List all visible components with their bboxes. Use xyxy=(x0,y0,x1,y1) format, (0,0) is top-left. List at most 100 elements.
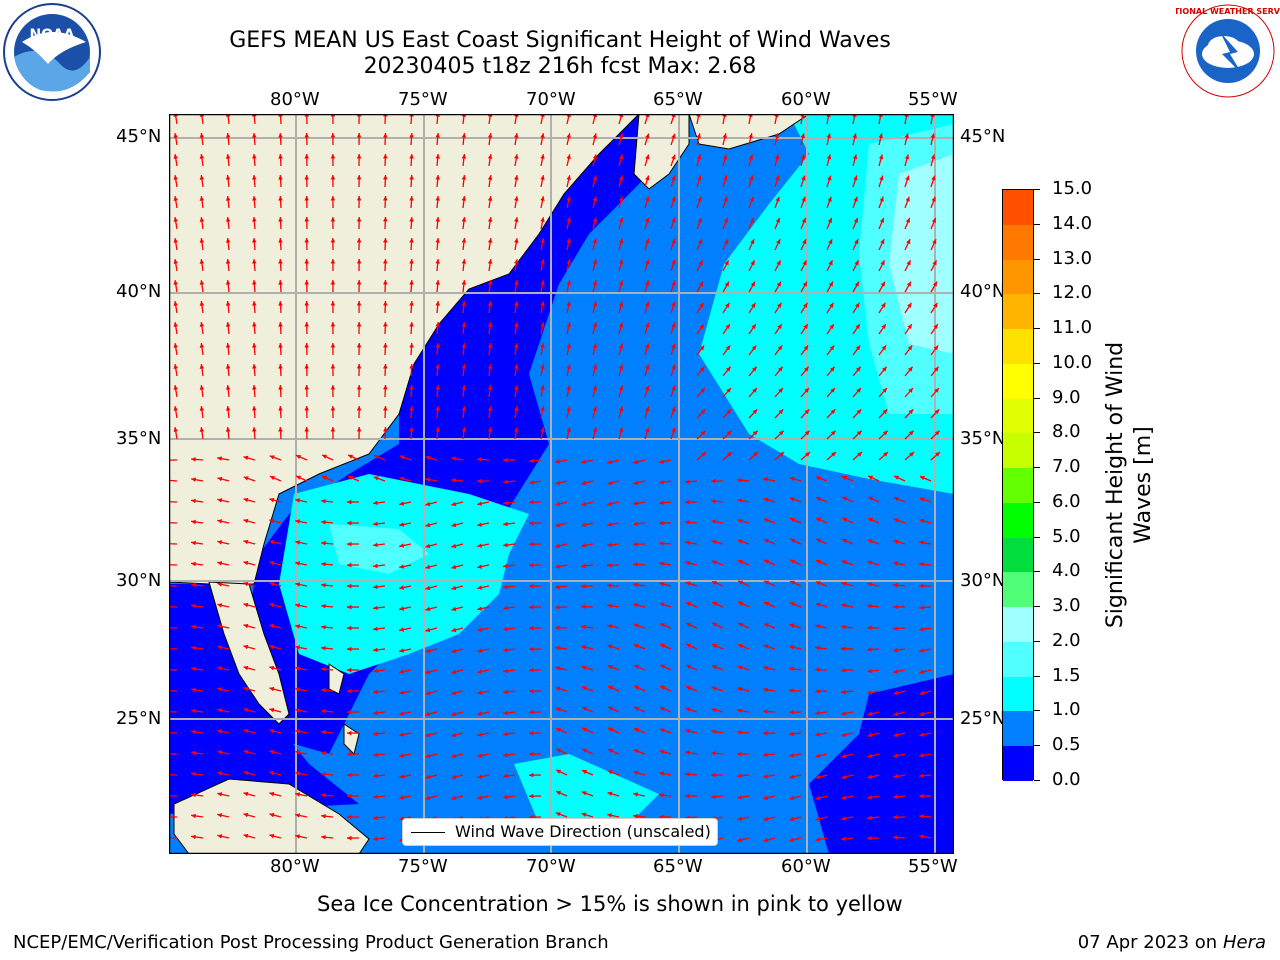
wind-wave-arrow-head xyxy=(711,729,716,734)
wind-wave-arrow-head xyxy=(304,217,310,222)
wind-wave-arrow-head xyxy=(487,406,493,411)
wind-wave-arrow-head xyxy=(296,475,302,480)
wind-wave-arrow-head xyxy=(883,452,888,457)
wind-wave-arrow-head xyxy=(607,501,613,506)
wind-wave-arrow-head xyxy=(540,259,545,265)
wind-wave-arrow-head xyxy=(425,753,431,759)
wind-wave-arrow-head xyxy=(540,301,545,307)
wind-wave-arrow-head xyxy=(330,238,336,243)
wind-wave-arrow-head xyxy=(919,814,924,819)
wind-wave-arrow-head xyxy=(581,522,587,527)
wind-wave-arrow-head xyxy=(919,732,925,737)
wind-wave-arrow-head xyxy=(592,322,598,328)
lat-label-left-45n: 45°N xyxy=(116,126,162,147)
wind-wave-arrow-head xyxy=(199,385,205,390)
wind-wave-arrow-head xyxy=(724,281,729,287)
colorbar-segment xyxy=(1003,190,1033,225)
wind-wave-arrow-head xyxy=(751,302,756,308)
wind-wave-arrow-head xyxy=(461,259,467,264)
wind-wave-arrow-head xyxy=(645,259,650,265)
wind-wave-arrow-head xyxy=(243,518,249,524)
wind-wave-arrow-head xyxy=(373,836,378,842)
wind-wave-arrow-head xyxy=(685,686,691,691)
wind-wave-arrow-head xyxy=(540,385,545,391)
wind-wave-arrow-head xyxy=(540,154,545,160)
wind-wave-arrow-head xyxy=(566,133,571,139)
wind-wave-arrow-head xyxy=(841,603,847,608)
wind-wave-arrow-head xyxy=(608,706,614,711)
wind-wave-arrow-head xyxy=(737,498,743,503)
wind-wave-arrow-head xyxy=(752,430,758,436)
wind-wave-arrow-head xyxy=(487,322,493,327)
wind-wave-arrow-head xyxy=(347,646,352,652)
wind-wave-arrow-head xyxy=(582,748,588,753)
wind-wave-arrow-head xyxy=(514,385,519,390)
wind-wave-arrow-head xyxy=(477,795,483,800)
wind-wave-arrow-head xyxy=(529,583,534,589)
colorbar-segment xyxy=(1003,468,1033,503)
wind-wave-arrow-head xyxy=(919,834,924,839)
wind-wave-arrow-head xyxy=(671,259,676,265)
wind-wave-arrow-head xyxy=(882,388,887,393)
wind-wave-arrow-head xyxy=(217,666,223,671)
wind-wave-arrow-head xyxy=(751,366,757,372)
wind-wave-arrow-head xyxy=(425,564,431,570)
wind-wave-arrow-head xyxy=(867,560,873,566)
wind-wave-arrow-head xyxy=(373,500,378,506)
wind-wave-arrow-head xyxy=(763,752,768,758)
wind-wave-arrow-head xyxy=(217,792,223,797)
wind-wave-arrow-head xyxy=(451,732,457,738)
wind-wave-arrow-head xyxy=(829,345,835,351)
wind-wave-arrow-head xyxy=(321,687,326,693)
wind-wave-arrow-head xyxy=(514,301,519,306)
wind-wave-arrow-head xyxy=(409,238,414,243)
wind-wave-arrow-head xyxy=(451,585,457,591)
wind-wave-arrow-head xyxy=(409,196,414,201)
wind-wave-arrow-head xyxy=(893,561,899,566)
wind-wave-arrow-head xyxy=(304,133,310,138)
wind-wave-arrow-head xyxy=(225,196,231,201)
wind-wave-arrow-head xyxy=(383,154,388,159)
wind-wave-arrow-head xyxy=(321,540,326,546)
wind-wave-arrow-head xyxy=(321,603,326,609)
wind-wave-arrow-head xyxy=(173,427,178,432)
wind-wave-arrow-head xyxy=(409,259,414,264)
wind-wave-arrow-head xyxy=(461,343,467,348)
wind-wave-arrow-head xyxy=(225,259,231,264)
lat-label-right-40n: 40°N xyxy=(960,281,1006,302)
wind-wave-arrow-head xyxy=(671,238,676,244)
wind-wave-arrow-head xyxy=(774,154,780,160)
wind-wave-arrow-head xyxy=(356,406,362,411)
lon-label-bottom-75w: 75°W xyxy=(398,856,448,877)
wind-wave-arrow-head xyxy=(712,622,718,627)
wind-wave-arrow-head xyxy=(933,302,938,308)
wind-wave-arrow-head xyxy=(409,133,414,138)
wind-wave-arrow-head xyxy=(295,708,301,713)
wind-wave-arrow-head xyxy=(659,541,664,546)
wind-wave-arrow-head xyxy=(330,385,336,390)
wind-wave-arrow-head xyxy=(243,560,249,566)
wind-wave-arrow-head xyxy=(801,196,806,202)
wind-wave-arrow-head xyxy=(191,666,196,672)
wind-wave-arrow-head xyxy=(633,727,639,733)
wind-wave-arrow-head xyxy=(269,475,275,481)
wind-wave-arrow-head xyxy=(321,813,326,819)
wind-wave-arrow-head xyxy=(278,301,283,306)
wind-wave-arrow-head xyxy=(399,627,405,632)
wind-wave-arrow-head xyxy=(199,133,205,138)
wind-wave-arrow-head xyxy=(853,196,858,202)
wind-wave-arrow-head xyxy=(685,520,690,525)
wind-wave-arrow-head xyxy=(278,238,283,243)
wind-wave-arrow-head xyxy=(330,259,336,264)
wind-wave-arrow-head xyxy=(763,816,769,822)
wind-wave-arrow-head xyxy=(566,406,571,412)
wind-wave-arrow-head xyxy=(295,498,301,503)
wind-wave-arrow-head xyxy=(278,385,283,390)
wind-wave-arrow-head xyxy=(803,302,808,308)
wind-wave-arrow-head xyxy=(399,476,405,482)
wind-wave-arrow-head xyxy=(763,837,769,843)
wind-wave-arrow-head xyxy=(252,196,257,201)
wind-wave-arrow-head xyxy=(763,518,769,523)
wind-wave-arrow-head xyxy=(477,564,483,569)
wind-wave-arrow-head xyxy=(581,686,587,691)
